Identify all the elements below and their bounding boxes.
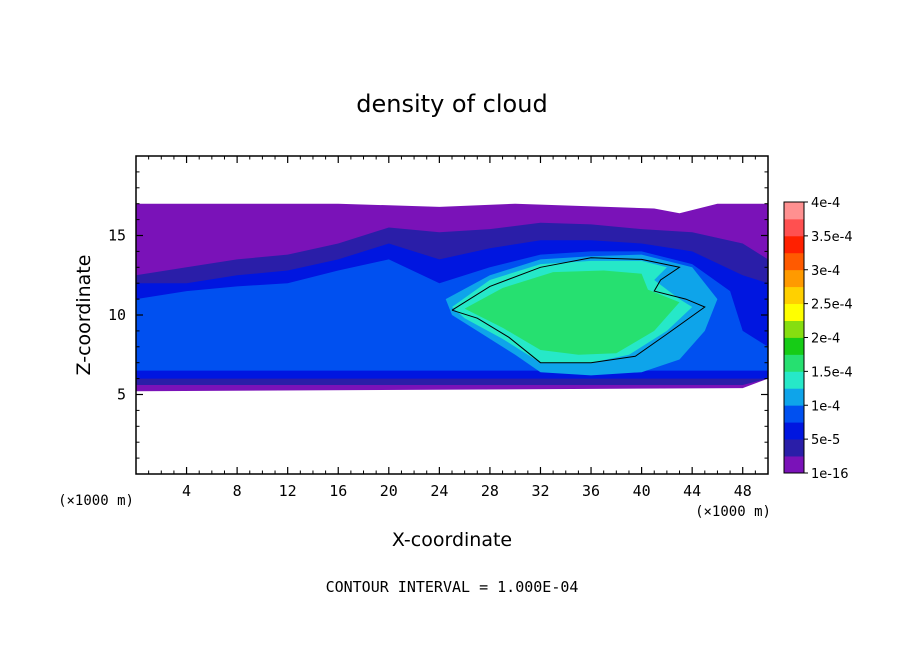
colorbar-label: 1e-4	[811, 399, 840, 414]
colorbar-swatch	[784, 354, 804, 372]
x-tick-label: 24	[430, 482, 448, 500]
colorbar-label: 1.5e-4	[811, 365, 853, 380]
colorbar-swatch	[784, 202, 804, 220]
density-region-6	[464, 270, 680, 355]
x-axis-ticks: 4 8 12 16 20 24 28 32 36 40 44 48	[148, 156, 756, 500]
chart-title: density of cloud	[356, 90, 547, 118]
x-tick-label: 36	[582, 482, 600, 500]
colorbar-label: 3.5e-4	[811, 230, 853, 245]
colorbar-label: 4e-4	[811, 196, 840, 211]
heatmap-field	[136, 203, 768, 392]
colorbar-swatch	[784, 320, 804, 338]
colorbar-swatch	[784, 371, 804, 389]
colorbar-swatch	[784, 405, 804, 423]
colorbar-swatch	[784, 303, 804, 321]
x-tick-label: 32	[531, 482, 549, 500]
colorbar-swatch	[784, 252, 804, 271]
colorbar: 1e-16 5e-5 1e-4 1.5e-4 2e-4 2.5e-4 3e-4 3.5e-4 4…	[783, 196, 853, 482]
colorbar-label: 1e-16	[811, 467, 849, 482]
colorbar-label: 3e-4	[811, 264, 840, 279]
x-tick-label: 12	[279, 482, 297, 500]
colorbar-swatch	[784, 235, 804, 254]
y-tick-label: 15	[108, 227, 126, 245]
colorbar-swatch	[784, 218, 804, 237]
contour-line-0	[451, 257, 706, 364]
x-tick-label: 28	[481, 482, 499, 500]
y-axis-label: Z-coordinate	[73, 255, 95, 376]
colorbar-swatch	[784, 422, 804, 440]
colorbar-swatch	[784, 439, 804, 457]
x-unit-right: (×1000 m)	[695, 504, 771, 520]
contour-lines	[451, 257, 706, 364]
colorbar-swatch	[784, 456, 804, 474]
colorbar-label: 2e-4	[811, 332, 840, 347]
x-unit-left: (×1000 m)	[58, 493, 134, 509]
colorbar-swatch	[784, 269, 804, 288]
colorbar-swatch	[784, 337, 804, 355]
x-tick-label: 48	[734, 482, 752, 500]
y-axis-ticks: 5 10 15	[108, 171, 768, 459]
x-tick-label: 4	[182, 482, 191, 500]
contour-interval-note: CONTOUR INTERVAL = 1.000E-04	[326, 578, 579, 596]
colorbar-swatch	[784, 286, 804, 305]
x-tick-label: 16	[329, 482, 347, 500]
colorbar-label: 5e-5	[811, 433, 840, 448]
colorbar-swatch	[784, 388, 804, 406]
colorbar-label: 2.5e-4	[811, 298, 853, 313]
x-axis-label: X-coordinate	[392, 529, 512, 551]
x-tick-label: 8	[233, 482, 242, 500]
y-tick-label: 10	[108, 306, 126, 324]
x-tick-label: 44	[683, 482, 701, 500]
y-tick-label: 5	[117, 386, 126, 404]
x-tick-label: 20	[380, 482, 398, 500]
x-tick-label: 40	[633, 482, 651, 500]
